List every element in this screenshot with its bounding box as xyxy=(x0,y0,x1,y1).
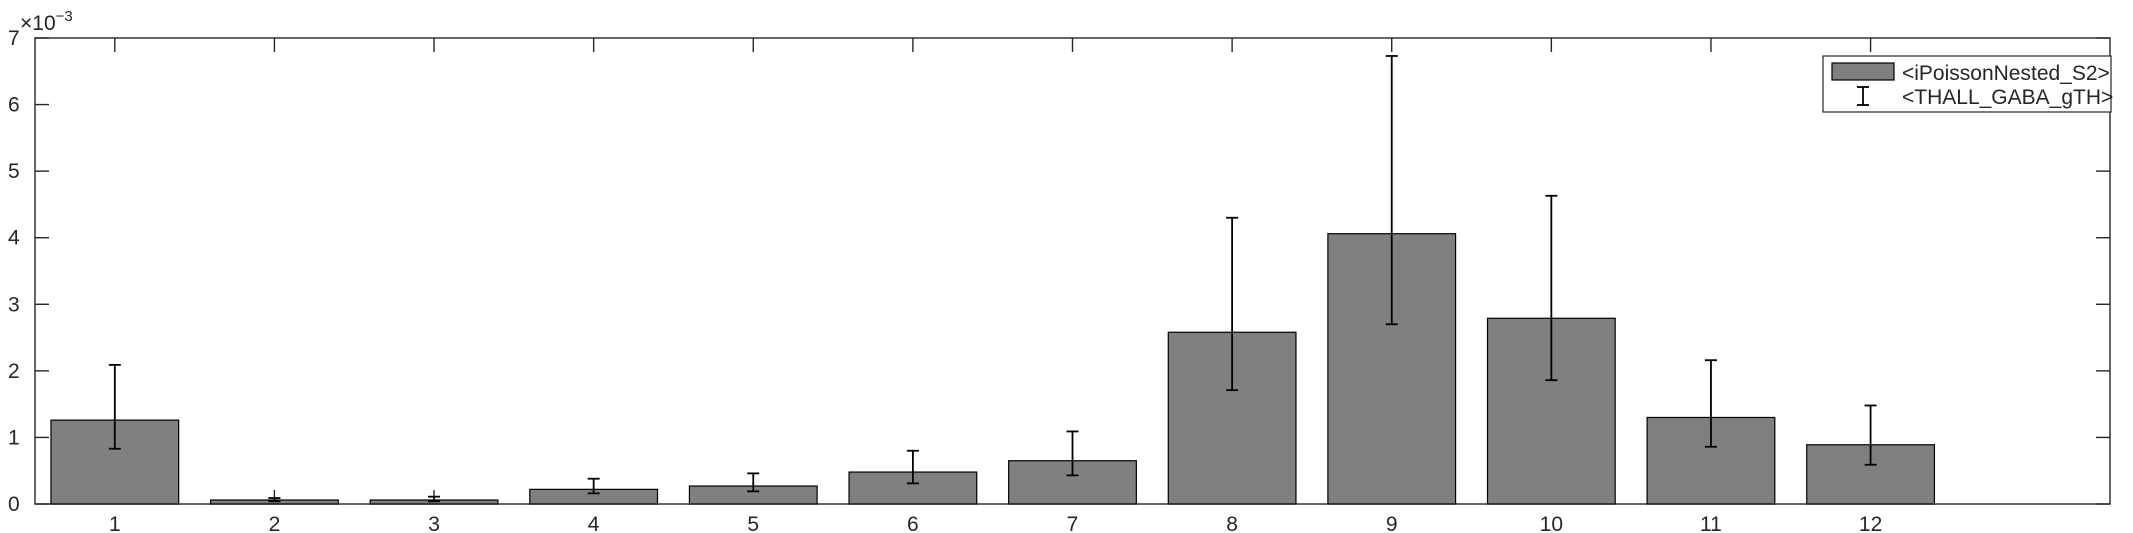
error-bar xyxy=(108,363,121,450)
error-bar xyxy=(268,497,281,503)
error-bar xyxy=(1385,55,1398,326)
legend-label-bars: <iPoissonNested_S2> xyxy=(1902,62,2110,85)
y-axis-exponent-label: ×10−3 xyxy=(20,8,73,35)
y-tick-label: 4 xyxy=(8,227,20,250)
error-bar xyxy=(1864,404,1877,466)
error-bar xyxy=(1704,359,1717,448)
x-tick-label: 10 xyxy=(1540,513,1563,533)
legend-bar-swatch xyxy=(1831,62,1895,81)
y-tick-label: 6 xyxy=(8,94,20,117)
error-bar xyxy=(906,449,919,485)
y-tick-label: 2 xyxy=(8,360,20,383)
y-tick-label: 1 xyxy=(8,426,20,449)
x-tick-label: 12 xyxy=(1859,513,1882,533)
legend: <iPoissonNested_S2> <THALL_GABA_gTH> xyxy=(1822,55,2113,113)
y-tick-label: 0 xyxy=(8,493,20,516)
bars-group xyxy=(50,233,1936,505)
y-tick-label: 7 xyxy=(8,27,20,50)
legend-label-errorbars: <THALL_GABA_gTH> xyxy=(1902,86,2113,109)
error-bar xyxy=(1226,216,1239,392)
x-tick-label: 9 xyxy=(1386,513,1398,533)
y-tick-label: 3 xyxy=(8,293,20,316)
x-tick-label: 7 xyxy=(1067,513,1079,533)
x-tick-label: 3 xyxy=(428,513,440,533)
x-tick-label: 4 xyxy=(588,513,600,533)
x-tick-label: 11 xyxy=(1700,513,1722,533)
legend-errorbar-glyph xyxy=(1857,86,1869,106)
y-tick-label: 5 xyxy=(8,160,20,183)
error-bar xyxy=(587,477,600,495)
error-bar xyxy=(428,495,441,503)
error-bar xyxy=(1066,430,1079,477)
x-tick-label: 8 xyxy=(1226,513,1238,533)
error-bars-group xyxy=(108,55,1877,503)
x-tick-label: 2 xyxy=(269,513,281,533)
error-bar xyxy=(747,472,760,493)
x-tick-label: 6 xyxy=(907,513,919,533)
x-tick-label: 1 xyxy=(109,513,121,533)
x-tick-label: 5 xyxy=(747,513,759,533)
error-bar xyxy=(1545,194,1558,382)
